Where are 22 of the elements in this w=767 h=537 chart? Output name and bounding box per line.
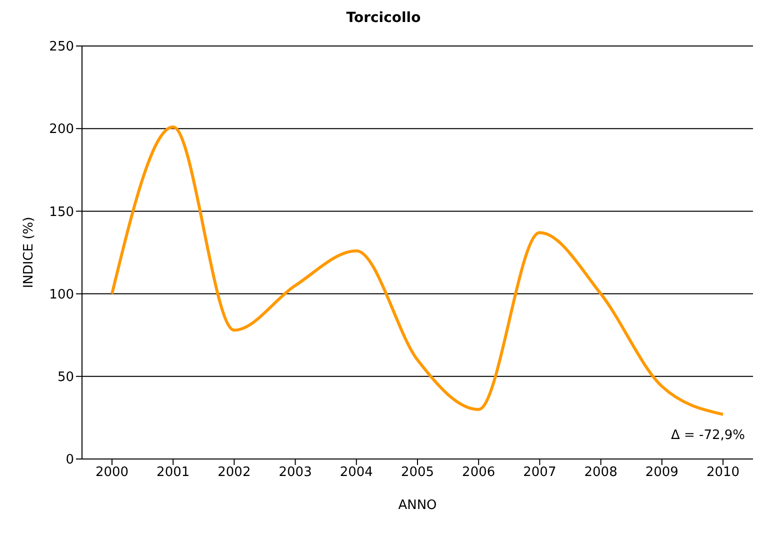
x-tick-label: 2007 <box>523 465 556 480</box>
x-tick-label: 2002 <box>218 465 251 480</box>
y-axis-title: INDICE (%) <box>22 216 37 288</box>
x-tick-label: 2009 <box>645 465 678 480</box>
y-tick-label: 150 <box>49 204 74 220</box>
y-tick-label: 0 <box>66 452 74 468</box>
x-tick-label: 2010 <box>706 465 740 480</box>
x-tick-label: 2006 <box>462 465 496 480</box>
x-tick-label: 2001 <box>156 465 190 480</box>
y-tick-label: 50 <box>57 370 74 386</box>
y-tick-label: 250 <box>49 40 74 55</box>
x-tick-label: 2008 <box>584 465 618 480</box>
x-tick-label: 2005 <box>400 465 434 480</box>
y-tick-label: 100 <box>49 287 74 302</box>
line-series <box>110 125 724 416</box>
x-tick-label: 2000 <box>95 465 129 480</box>
y-tick-label: 200 <box>49 122 74 138</box>
x-tick-label: 2004 <box>340 465 373 480</box>
chart-title: Torcicollo <box>345 10 422 26</box>
x-axis-title: ANNO <box>398 498 437 513</box>
annotation: Δ = -72,9% <box>670 428 745 443</box>
x-tick-label: 2003 <box>278 465 312 480</box>
